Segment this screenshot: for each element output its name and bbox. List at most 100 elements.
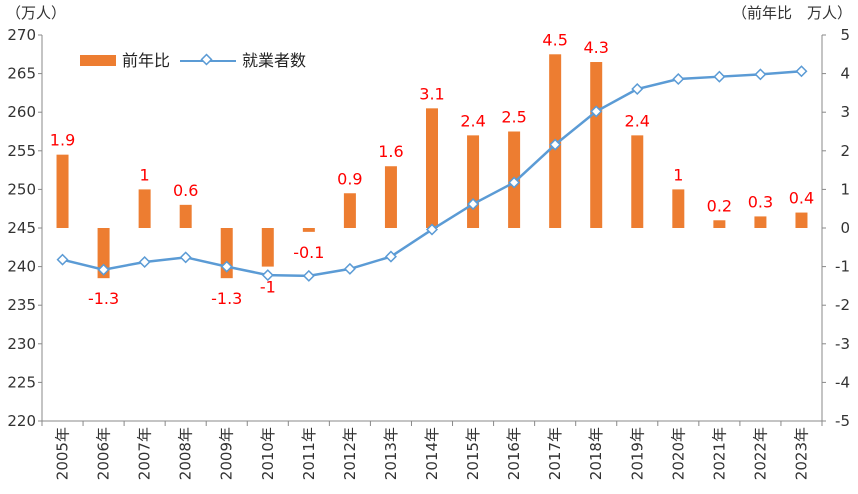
- left-tick-label: 230: [7, 335, 36, 353]
- right-tick-label: -2: [835, 296, 850, 314]
- x-tick-label: 2006年: [95, 427, 113, 480]
- x-tick-label: 2010年: [259, 427, 277, 480]
- data-label: 4.5: [542, 30, 567, 49]
- left-axis-unit: （万人）: [6, 4, 66, 22]
- bar: [590, 62, 603, 228]
- data-label: 2.4: [460, 111, 485, 130]
- x-tick-label: 2015年: [464, 427, 482, 480]
- data-label: 2.5: [501, 108, 526, 127]
- bar: [384, 166, 397, 228]
- line-point: [384, 250, 397, 263]
- x-tick-label: 2008年: [177, 427, 195, 480]
- line-point: [754, 68, 767, 81]
- left-tick-label: 260: [7, 103, 36, 121]
- right-tick-label: -3: [835, 335, 850, 353]
- x-tick-label: 2021年: [710, 427, 728, 480]
- bar: [795, 212, 808, 228]
- x-tick-label: 2014年: [423, 427, 441, 480]
- line-point: [672, 72, 685, 86]
- line-point: [467, 198, 480, 211]
- line-series: [56, 65, 808, 282]
- data-label: 1: [140, 165, 150, 184]
- data-label: -0.1: [293, 243, 324, 262]
- bar: [343, 193, 356, 228]
- data-label: 0.4: [789, 189, 814, 208]
- line-point: [508, 176, 521, 189]
- x-tick-label: 2020年: [669, 427, 687, 480]
- bar: [631, 135, 644, 228]
- left-tick-label: 245: [7, 219, 36, 237]
- right-tick-label: -4: [835, 373, 850, 391]
- bar: [672, 189, 685, 228]
- right-tick-label: -5: [835, 412, 850, 430]
- axes: 220225230235240245250255260265270-5-4-3-…: [7, 26, 850, 480]
- line-point: [631, 83, 644, 96]
- data-label: 3.1: [419, 84, 444, 103]
- bar: [467, 135, 480, 228]
- right-tick-label: 1: [840, 180, 850, 198]
- data-label: 0.2: [707, 196, 732, 215]
- line-point: [179, 251, 192, 264]
- x-tick-label: 2023年: [792, 427, 810, 480]
- x-tick-label: 2018年: [587, 427, 605, 480]
- left-tick-label: 240: [7, 258, 36, 276]
- data-label: 1.9: [50, 131, 75, 150]
- bar: [302, 228, 315, 232]
- x-tick-label: 2011年: [300, 427, 318, 480]
- bar: [754, 216, 767, 228]
- left-tick-label: 225: [7, 373, 36, 391]
- right-tick-label: -1: [835, 258, 850, 276]
- x-tick-label: 2007年: [136, 427, 154, 480]
- bar: [713, 220, 726, 228]
- data-label: 1.6: [378, 142, 403, 161]
- x-tick-label: 2022年: [751, 427, 769, 480]
- line-point: [138, 255, 151, 268]
- line-point: [425, 223, 439, 236]
- data-label: 0.6: [173, 181, 198, 200]
- line-point: [795, 65, 808, 78]
- line-point: [713, 70, 726, 83]
- data-label: 4.3: [583, 38, 608, 57]
- left-tick-label: 270: [7, 26, 36, 44]
- right-tick-label: 5: [840, 26, 850, 44]
- data-label: -1: [260, 278, 276, 297]
- legend-line-label: 就業者数: [242, 51, 306, 70]
- x-tick-label: 2016年: [505, 427, 523, 480]
- bar: [179, 204, 192, 228]
- data-label: 1: [673, 165, 683, 184]
- data-label: 2.4: [625, 111, 650, 130]
- left-tick-label: 220: [7, 412, 36, 430]
- x-tick-label: 2017年: [546, 427, 564, 480]
- right-tick-label: 3: [840, 103, 850, 121]
- left-tick-label: 235: [7, 296, 36, 314]
- data-label: 0.3: [748, 192, 773, 211]
- data-label: -1.3: [88, 289, 119, 308]
- bar: [261, 228, 274, 267]
- bar: [138, 189, 151, 228]
- bar: [56, 154, 69, 228]
- line-point: [590, 105, 603, 118]
- legend-bar-swatch: [80, 55, 116, 66]
- data-label: 0.9: [337, 169, 362, 188]
- left-tick-label: 250: [7, 180, 36, 198]
- bar: [97, 228, 110, 279]
- x-tick-label: 2013年: [382, 427, 400, 480]
- right-axis-unit: （前年比 万人）: [732, 4, 852, 22]
- right-tick-label: 0: [840, 219, 850, 237]
- data-label: -1.3: [211, 289, 242, 308]
- right-tick-label: 2: [840, 142, 850, 160]
- left-tick-label: 255: [7, 142, 36, 160]
- line-point: [343, 262, 356, 275]
- data-labels: 1.9 -1.3 1 0.6 -1.3 -1 -0.1 0.9 1.6 3.1 2.4 2.5 4.5 4…: [50, 30, 814, 308]
- left-tick-label: 265: [7, 65, 36, 83]
- right-tick-label: 4: [840, 65, 850, 83]
- x-tick-label: 2012年: [341, 427, 359, 480]
- line-point: [97, 263, 110, 276]
- line-point: [220, 260, 233, 273]
- x-tick-label: 2019年: [628, 427, 646, 480]
- line-point: [261, 269, 274, 282]
- legend-line-marker: [200, 53, 213, 66]
- legend: 前年比 就業者数: [80, 51, 306, 70]
- line-point: [56, 253, 69, 266]
